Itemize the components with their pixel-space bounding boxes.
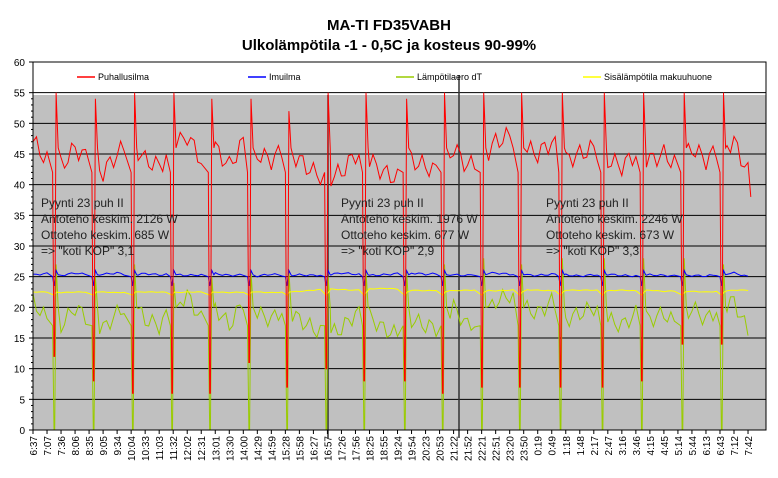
x-tick-label: 6:43 <box>716 436 727 456</box>
x-tick-label: 7:42 <box>744 436 755 456</box>
x-tick-label: 3:46 <box>632 436 643 456</box>
x-tick-label: 17:56 <box>351 436 362 461</box>
imuilma-line <box>32 268 749 286</box>
x-tick-label: 5:44 <box>688 436 699 456</box>
y-tick-label: 35 <box>14 211 26 222</box>
x-tick-label: 6:13 <box>702 436 713 456</box>
y-tick-label: 50 <box>14 119 26 130</box>
sisalampotila-line <box>32 287 749 296</box>
annotation-text: Antoteho keskim. 2126 W <box>41 212 178 226</box>
x-tick-label: 21:22 <box>450 436 461 461</box>
chart-frame <box>32 61 767 431</box>
x-tick-label: 11:03 <box>155 436 166 461</box>
annotation-text: Pyynti 23 puh II <box>341 196 424 210</box>
x-tick-label: 5:14 <box>674 436 685 456</box>
x-tick-label: 3:16 <box>618 436 629 456</box>
annotation-text: => "koti KOP" 3,1 <box>41 244 135 258</box>
y-tick-label: 45 <box>14 150 26 161</box>
x-tick-label: 15:28 <box>281 436 292 461</box>
x-tick-label: 9:05 <box>99 436 110 456</box>
annotation-text: Ottoteho keskim. 685 W <box>41 228 170 242</box>
x-tick-label: 17:26 <box>337 436 348 461</box>
x-tick-label: 8:06 <box>71 436 82 456</box>
x-tick-label: 11:32 <box>169 436 180 461</box>
x-tick-label: 2:47 <box>604 436 615 456</box>
x-tick-label: 12:31 <box>197 436 208 461</box>
x-tick-label: 2:17 <box>590 436 601 456</box>
chart-title: MA-TI FD35VABH <box>327 17 451 34</box>
x-tick-label: 7:12 <box>730 436 741 456</box>
legend-label: Sisälämpötila makuuhuone <box>604 72 712 82</box>
annotation-text: Antoteho keskim. 1976 W <box>341 212 478 226</box>
x-tick-label: 22:21 <box>478 436 489 461</box>
x-tick-label: 14:59 <box>267 436 278 461</box>
x-tick-label: 4:15 <box>646 436 657 456</box>
x-tick-label: 1:18 <box>562 436 573 456</box>
legend-label: Lämpötilaero dT <box>417 72 483 82</box>
x-tick-label: 18:55 <box>380 436 391 461</box>
y-tick-label: 60 <box>14 58 26 69</box>
x-tick-label: 7:36 <box>57 436 68 456</box>
x-tick-label: 18:25 <box>365 436 376 461</box>
legend-label: Imuilma <box>269 72 301 82</box>
x-tick-label: 20:53 <box>436 436 447 461</box>
annotation-text: Pyynti 23 puh II <box>546 196 629 210</box>
y-tick-label: 55 <box>14 89 26 100</box>
x-tick-label: 20:23 <box>422 436 433 461</box>
x-tick-label: 13:01 <box>211 436 222 461</box>
x-tick-label: 22:51 <box>492 436 503 461</box>
y-tick-label: 10 <box>14 365 26 376</box>
puhallusilma-line <box>32 92 752 394</box>
y-tick-label: 0 <box>19 426 25 437</box>
x-tick-label: 10:04 <box>127 436 138 461</box>
x-tick-label: 12:02 <box>183 436 194 461</box>
x-tick-label: 10:33 <box>141 436 152 461</box>
x-tick-label: 19:24 <box>394 436 405 461</box>
lampotilaero-line <box>32 258 749 431</box>
x-tick-label: 6:37 <box>29 436 40 456</box>
plot-area <box>33 95 766 430</box>
y-tick-label: 30 <box>14 242 26 253</box>
annotation-text: Antoteho keskim. 2246 W <box>546 212 683 226</box>
x-tick-label: 13:30 <box>225 436 236 461</box>
x-tick-label: 4:45 <box>660 436 671 456</box>
annotation-text: Pyynti 23 puh II <box>41 196 124 210</box>
x-tick-label: 7:07 <box>43 436 54 456</box>
x-tick-label: 19:54 <box>408 436 419 461</box>
y-tick-label: 20 <box>14 303 26 314</box>
annotation-text: Ottoteho keskim. 677 W <box>341 228 470 242</box>
annotation-text: => "koti KOP" 2,9 <box>341 244 435 258</box>
x-tick-label: 15:58 <box>295 436 306 461</box>
x-tick-label: 1:48 <box>576 436 587 456</box>
x-tick-label: 21:52 <box>464 436 475 461</box>
y-tick-label: 5 <box>19 395 25 406</box>
legend-area <box>33 62 766 95</box>
x-tick-label: 9:34 <box>113 436 124 456</box>
x-tick-label: 8:35 <box>85 436 96 456</box>
x-tick-label: 23:20 <box>506 436 517 461</box>
x-tick-label: 14:00 <box>239 436 250 461</box>
chart-subtitle: Ulkolämpötila -1 - 0,5C ja kosteus 90-99… <box>242 37 536 54</box>
x-tick-label: 16:57 <box>323 436 334 461</box>
legend-label: Puhallusilma <box>98 72 149 82</box>
annotation-text: => "koti KOP" 3,3 <box>546 244 640 258</box>
y-tick-label: 25 <box>14 273 26 284</box>
y-tick-label: 15 <box>14 334 26 345</box>
y-tick-label: 40 <box>14 181 26 192</box>
x-tick-label: 23:50 <box>520 436 531 461</box>
annotation-text: Ottoteho keskim. 673 W <box>546 228 675 242</box>
x-tick-label: 14:29 <box>253 436 264 461</box>
x-tick-label: 0:49 <box>548 436 559 456</box>
x-tick-label: 0:19 <box>534 436 545 456</box>
x-tick-label: 16:27 <box>309 436 320 461</box>
